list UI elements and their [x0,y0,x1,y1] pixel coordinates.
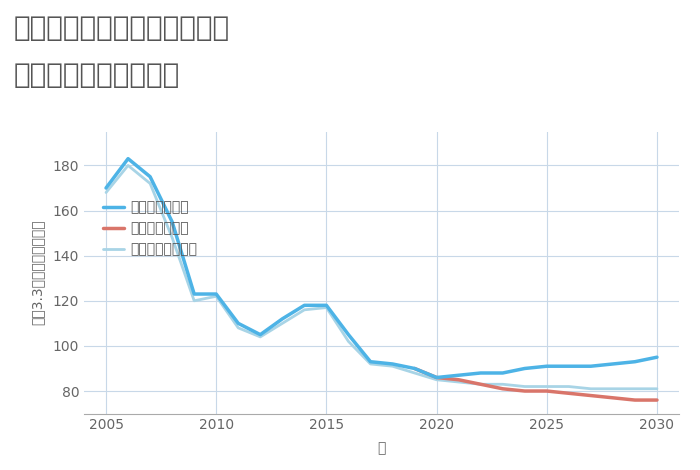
グッドシナリオ [234,321,242,326]
ノーマルシナリオ [389,363,397,369]
グッドシナリオ [410,366,419,371]
グッドシナリオ [344,332,353,337]
ノーマルシナリオ [344,338,353,344]
バッドシナリオ [565,391,573,396]
グッドシナリオ [146,174,154,180]
ノーマルシナリオ [366,361,375,367]
X-axis label: 年: 年 [377,441,386,455]
グッドシナリオ [190,291,198,297]
グッドシナリオ [587,363,595,369]
ノーマルシナリオ [542,384,551,389]
ノーマルシナリオ [653,386,662,392]
グッドシナリオ [322,303,330,308]
グッドシナリオ [212,291,220,297]
グッドシナリオ [300,303,309,308]
バッドシナリオ [410,366,419,371]
ノーマルシナリオ [300,307,309,313]
グッドシナリオ [542,363,551,369]
ノーマルシナリオ [124,163,132,168]
バッドシナリオ [454,377,463,383]
ノーマルシナリオ [234,325,242,331]
ノーマルシナリオ [278,321,286,326]
ノーマルシナリオ [609,386,617,392]
グッドシナリオ [609,361,617,367]
バッドシナリオ [609,395,617,400]
Legend: グッドシナリオ, バッドシナリオ, ノーマルシナリオ: グッドシナリオ, バッドシナリオ, ノーマルシナリオ [103,201,197,257]
バッドシナリオ [587,393,595,399]
ノーマルシナリオ [631,386,639,392]
ノーマルシナリオ [190,298,198,304]
グッドシナリオ [565,363,573,369]
グッドシナリオ [521,366,529,371]
ノーマルシナリオ [454,379,463,385]
グッドシナリオ [366,359,375,365]
Line: グッドシナリオ: グッドシナリオ [106,159,657,377]
ノーマルシナリオ [322,305,330,310]
グッドシナリオ [433,375,441,380]
グッドシナリオ [256,332,265,337]
Text: 中古戸建ての価格推移: 中古戸建ての価格推移 [14,61,181,89]
グッドシナリオ [498,370,507,376]
グッドシナリオ [653,354,662,360]
ノーマルシナリオ [146,180,154,186]
ノーマルシナリオ [212,293,220,299]
Line: ノーマルシナリオ: ノーマルシナリオ [106,165,657,389]
バッドシナリオ [521,388,529,394]
バッドシナリオ [477,382,485,387]
バッドシナリオ [631,397,639,403]
バッドシナリオ [498,386,507,392]
バッドシナリオ [542,388,551,394]
グッドシナリオ [102,185,110,191]
ノーマルシナリオ [565,384,573,389]
Y-axis label: 坪（3.3㎡）単価（万円）: 坪（3.3㎡）単価（万円） [30,220,44,325]
ノーマルシナリオ [587,386,595,392]
Line: バッドシナリオ: バッドシナリオ [414,368,657,400]
Text: 大阪府大阪市生野区生野東の: 大阪府大阪市生野区生野東の [14,14,230,42]
グッドシナリオ [124,156,132,162]
バッドシナリオ [653,397,662,403]
ノーマルシナリオ [498,382,507,387]
グッドシナリオ [168,219,176,225]
ノーマルシナリオ [256,334,265,340]
グッドシナリオ [477,370,485,376]
グッドシナリオ [454,372,463,378]
ノーマルシナリオ [477,382,485,387]
ノーマルシナリオ [102,190,110,196]
グッドシナリオ [278,316,286,321]
ノーマルシナリオ [410,370,419,376]
ノーマルシナリオ [168,235,176,241]
バッドシナリオ [433,375,441,380]
ノーマルシナリオ [433,377,441,383]
ノーマルシナリオ [521,384,529,389]
グッドシナリオ [631,359,639,365]
グッドシナリオ [389,361,397,367]
